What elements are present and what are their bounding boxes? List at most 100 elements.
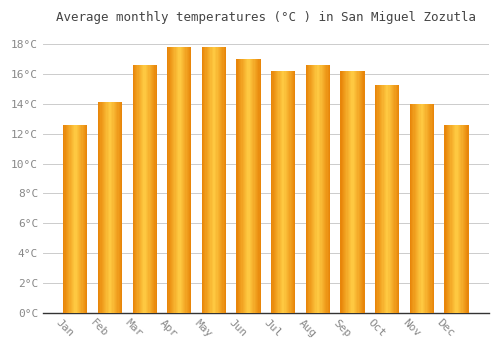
Bar [148,65,150,313]
Bar [204,47,206,313]
Bar [272,71,274,313]
Bar [171,47,172,313]
Bar [281,71,282,313]
Bar [210,47,212,313]
Bar [322,65,323,313]
Bar [396,85,397,313]
Bar [142,65,144,313]
Bar [284,71,286,313]
Bar [452,125,453,313]
Bar [248,59,250,313]
Bar [466,125,468,313]
Bar [433,104,434,313]
Bar [67,125,68,313]
Bar [183,47,184,313]
Bar [186,47,188,313]
Bar [342,71,343,313]
Bar [313,65,314,313]
Bar [418,104,420,313]
Bar [287,71,288,313]
Bar [236,59,238,313]
Bar [110,103,111,313]
Bar [314,65,316,313]
Bar [278,71,280,313]
Bar [286,71,287,313]
Bar [258,59,260,313]
Bar [307,65,308,313]
Bar [293,71,294,313]
Bar [242,59,244,313]
Bar [275,71,276,313]
Bar [349,71,350,313]
Bar [146,65,147,313]
Bar [416,104,417,313]
Bar [64,125,66,313]
Bar [102,103,104,313]
Bar [282,71,284,313]
Bar [222,47,224,313]
Bar [444,125,446,313]
Bar [388,85,390,313]
Bar [173,47,174,313]
Bar [238,59,239,313]
Bar [319,65,320,313]
Bar [73,125,74,313]
Bar [294,71,296,313]
Bar [114,103,115,313]
Bar [398,85,400,313]
Bar [375,85,376,313]
Bar [310,65,312,313]
Bar [274,71,275,313]
Bar [106,103,108,313]
Bar [150,65,152,313]
Bar [116,103,117,313]
Bar [132,65,134,313]
Bar [105,103,106,313]
Bar [203,47,204,313]
Bar [391,85,392,313]
Bar [340,71,342,313]
Bar [100,103,102,313]
Bar [387,85,388,313]
Bar [86,125,88,313]
Bar [385,85,386,313]
Bar [220,47,221,313]
Bar [188,47,189,313]
Bar [328,65,329,313]
Bar [134,65,135,313]
Bar [76,125,78,313]
Bar [250,59,251,313]
Bar [202,47,203,313]
Bar [156,65,157,313]
Bar [99,103,100,313]
Bar [382,85,384,313]
Bar [70,125,72,313]
Bar [376,85,378,313]
Bar [245,59,246,313]
Bar [104,103,105,313]
Bar [308,65,310,313]
Bar [118,103,120,313]
Bar [447,125,448,313]
Bar [378,85,380,313]
Bar [256,59,257,313]
Bar [459,125,460,313]
Bar [316,65,318,313]
Bar [411,104,412,313]
Bar [417,104,418,313]
Bar [423,104,424,313]
Bar [214,47,215,313]
Bar [221,47,222,313]
Bar [109,103,110,313]
Bar [410,104,411,313]
Bar [153,65,154,313]
Bar [140,65,141,313]
Bar [422,104,423,313]
Bar [209,47,210,313]
Bar [355,71,356,313]
Bar [325,65,326,313]
Bar [79,125,80,313]
Bar [152,65,153,313]
Bar [257,59,258,313]
Bar [460,125,462,313]
